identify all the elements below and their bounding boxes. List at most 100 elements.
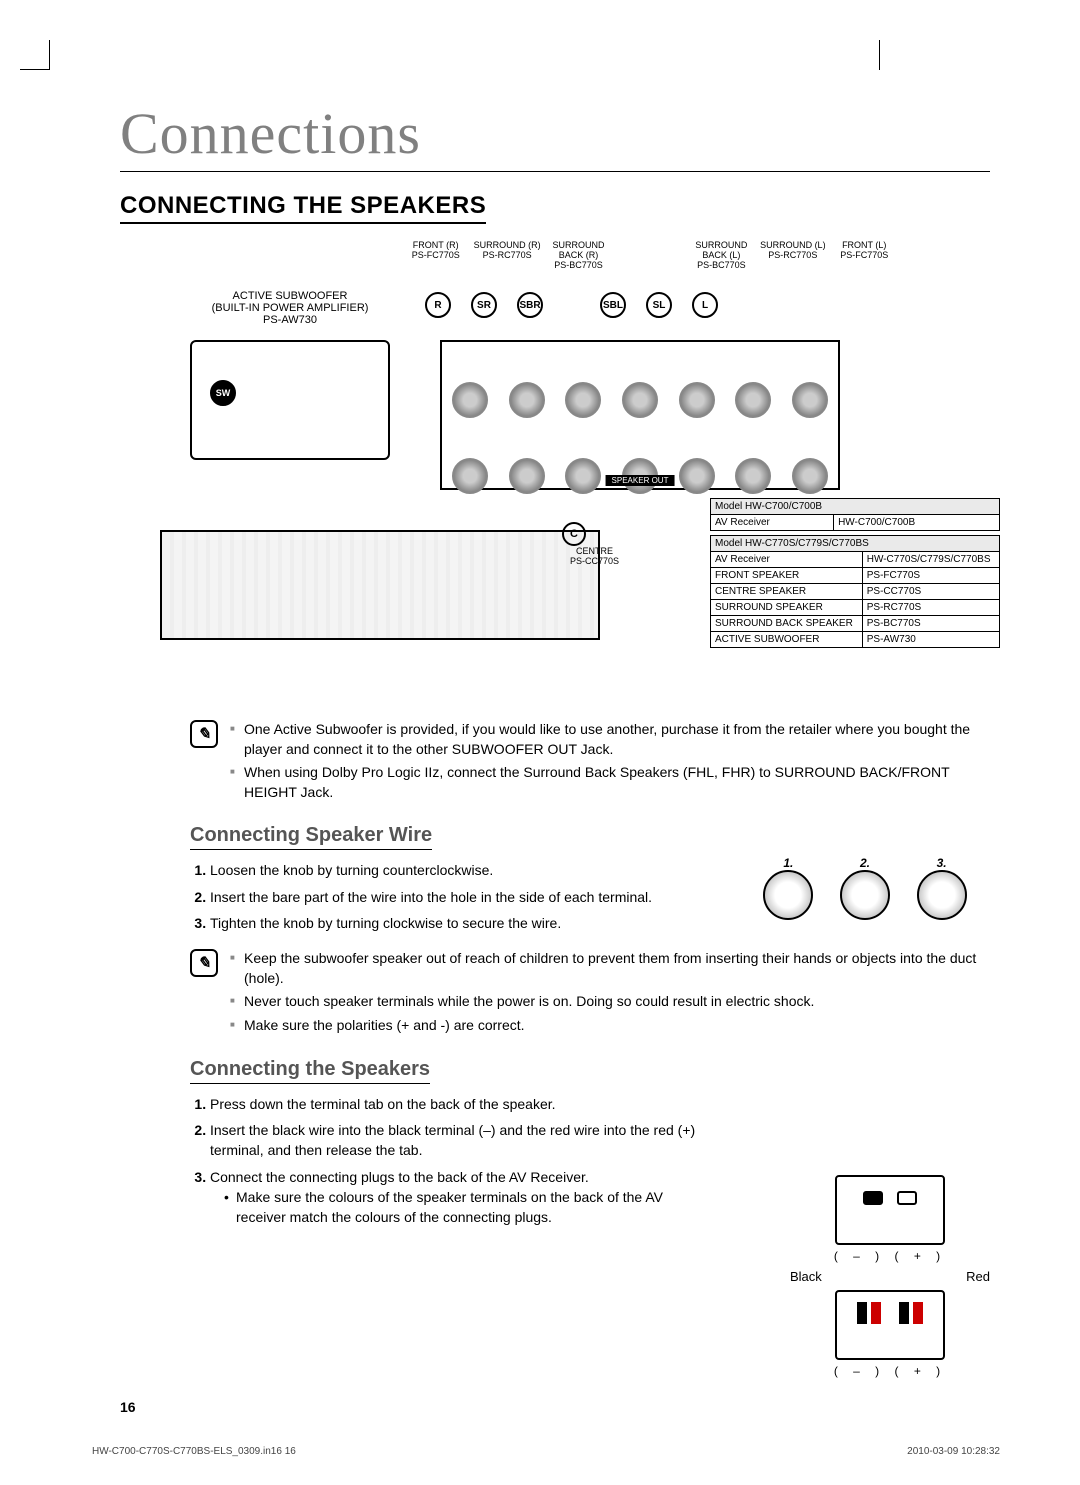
crop-mark-tr [879, 40, 880, 70]
label: PS-FC770S [400, 250, 471, 260]
note-item: Make sure the polarities (+ and -) are c… [230, 1016, 990, 1036]
table-cell: CENTRE SPEAKER [711, 584, 863, 600]
speaker-box-icon [835, 1175, 945, 1245]
table-cell: FRONT SPEAKER [711, 568, 863, 584]
terminal-panel: SPEAKER OUT [440, 340, 840, 490]
knob-icon [917, 870, 967, 920]
sub-bullet-item: Make sure the colours of the speaker ter… [224, 1187, 710, 1228]
terminal-icon [679, 458, 715, 494]
terminal-icon [792, 458, 828, 494]
polarity-label: ( – ) ( + ) [790, 1364, 990, 1378]
label: PS-RC770S [471, 250, 542, 260]
table-cell: HW-C770S/C779S/C770BS [862, 552, 999, 568]
label: FRONT (R) [400, 240, 471, 250]
label: PS-BC770S [543, 260, 614, 270]
page-footer: HW-C700-C770S-C770BS-ELS_0309.in16 16 20… [92, 1446, 1000, 1457]
code-circle: SBR [517, 292, 543, 318]
subwoofer-label: ACTIVE SUBWOOFER (BUILT-IN POWER AMPLIFI… [190, 290, 390, 326]
code-circle: L [692, 292, 718, 318]
sub-bullet-list: Make sure the colours of the speaker ter… [210, 1187, 710, 1228]
label: PS-BC770S [686, 260, 757, 270]
label: PS-RC770S [757, 250, 828, 260]
label: SURROUND BACK (R) [543, 240, 614, 260]
table-cell: HW-C700/C700B [834, 515, 1000, 531]
terminal-icon [792, 382, 828, 418]
terminal-icon [679, 382, 715, 418]
subsection-title: Connecting Speaker Wire [190, 824, 432, 850]
terminal-icon [565, 458, 601, 494]
table-header: Model HW-C700/C700B [711, 499, 1000, 515]
section-title: CONNECTING THE SPEAKERS [120, 192, 486, 224]
terminal-icon [735, 382, 771, 418]
label: SURROUND (L) [757, 240, 828, 250]
wire-steps: Loosen the knob by turning counterclockw… [190, 860, 710, 933]
footer-right: 2010-03-09 10:28:32 [907, 1446, 1000, 1457]
note-list: One Active Subwoofer is provided, if you… [230, 720, 990, 806]
step-item: Connect the connecting plugs to the back… [210, 1169, 589, 1185]
code-circle: R [425, 292, 451, 318]
note-block-1: ✎ One Active Subwoofer is provided, if y… [190, 720, 990, 806]
knob-icon [763, 870, 813, 920]
note-block-2: ✎ Keep the subwoofer speaker out of reac… [190, 949, 990, 1039]
label: PS-FC770S [829, 250, 900, 260]
chapter-title: Connections [120, 100, 990, 172]
fig-label: 1. [763, 856, 813, 870]
label: ACTIVE SUBWOOFER [190, 290, 390, 302]
step-item: Insert the black wire into the black ter… [210, 1120, 710, 1161]
note-item: Never touch speaker terminals while the … [230, 992, 990, 1012]
black-label: Black [790, 1269, 822, 1284]
step-item: Tighten the knob by turning clockwise to… [210, 913, 710, 933]
label: (BUILT-IN POWER AMPLIFIER) [190, 302, 390, 314]
label: PS-CC770S [570, 556, 619, 566]
code-circle: SL [646, 292, 672, 318]
terminal-icon [509, 458, 545, 494]
table-header: Model HW-C770S/C779S/C770BS [711, 536, 1000, 552]
table-cell: PS-RC770S [862, 600, 999, 616]
table-cell: PS-FC770S [862, 568, 999, 584]
label: FRONT (L) [829, 240, 900, 250]
receiver-box-icon [835, 1290, 945, 1360]
model-table-2: Model HW-C770S/C779S/C770BS AV ReceiverH… [710, 535, 1000, 648]
terminal-icon [565, 382, 601, 418]
step-item: Insert the bare part of the wire into th… [210, 887, 710, 907]
fig-label: 2. [840, 856, 890, 870]
speaker-diagram: FRONT (R)PS-FC770S SURROUND (R)PS-RC770S… [120, 240, 990, 700]
label: SURROUND BACK (L) [686, 240, 757, 260]
subsection-title: Connecting the Speakers [190, 1058, 430, 1084]
model-table-1: Model HW-C700/C700B AV ReceiverHW-C700/C… [710, 498, 1000, 531]
step-item: Loosen the knob by turning counterclockw… [210, 860, 710, 880]
model-tables: Model HW-C700/C700B AV ReceiverHW-C700/C… [710, 498, 1000, 652]
page-number: 16 [120, 1399, 136, 1415]
code-circle: SBL [600, 292, 626, 318]
receiver-back-panel [160, 530, 600, 640]
table-cell: PS-BC770S [862, 616, 999, 632]
label: CENTRE [570, 546, 619, 556]
speaker-codes-right: SBL SL L [600, 292, 718, 318]
footer-left: HW-C700-C770S-C770BS-ELS_0309.in16 16 [92, 1446, 296, 1457]
note-icon: ✎ [190, 720, 218, 748]
fig-label: 3. [917, 856, 967, 870]
table-cell: AV Receiver [711, 515, 834, 531]
note-item: When using Dolby Pro Logic IIz, connect … [230, 763, 990, 802]
table-cell: AV Receiver [711, 552, 863, 568]
table-cell: SURROUND BACK SPEAKER [711, 616, 863, 632]
note-icon: ✎ [190, 949, 218, 977]
panel-label: SPEAKER OUT [606, 475, 675, 486]
note-item: Keep the subwoofer speaker out of reach … [230, 949, 990, 988]
table-cell: SURROUND SPEAKER [711, 600, 863, 616]
code-circle: SR [471, 292, 497, 318]
note-list: Keep the subwoofer speaker out of reach … [230, 949, 990, 1039]
terminal-icon [452, 382, 488, 418]
terminal-icon [622, 382, 658, 418]
conn-steps: Press down the terminal tab on the back … [190, 1094, 710, 1228]
polarity-label: ( – ) ( + ) [790, 1249, 990, 1263]
table-cell: PS-CC770S [862, 584, 999, 600]
sw-code-circle: SW [210, 380, 236, 406]
crop-mark-tl [20, 40, 50, 70]
label: SURROUND (R) [471, 240, 542, 250]
table-cell: PS-AW730 [862, 632, 999, 648]
note-item: One Active Subwoofer is provided, if you… [230, 720, 990, 759]
table-cell: ACTIVE SUBWOOFER [711, 632, 863, 648]
speaker-terminal-diagram: ( – ) ( + ) Black Red ( – ) ( + ) [790, 1175, 990, 1365]
knob-icon [840, 870, 890, 920]
